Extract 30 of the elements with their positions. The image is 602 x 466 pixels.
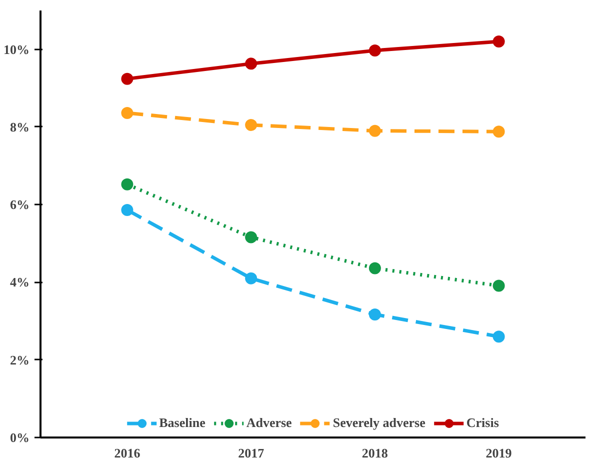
point [121,178,134,190]
point [245,231,258,244]
legend-label: Adverse [246,415,292,431]
point [245,272,258,284]
point [121,204,134,216]
point [245,119,258,132]
y-tick-label: 0% [10,430,30,445]
x-tick-label: 2016 [114,446,141,460]
point [368,262,381,274]
y-tick-label: 10% [4,42,30,57]
x-tick-label: 2018 [362,446,388,460]
x-tick-label: 2017 [238,446,265,460]
point [121,72,134,85]
legend-label: Crisis [466,415,499,431]
y-tick-label: 6% [10,197,30,212]
point [121,106,134,119]
x-tick-label: 2019 [486,446,512,460]
y-tick-label: 4% [10,274,30,290]
y-tick-label: 2% [10,352,30,368]
point [492,126,505,138]
point [492,36,505,48]
point [368,44,381,56]
legend-label: Severely adverse [332,415,426,431]
point [492,280,505,292]
point [368,308,381,320]
legend-label: Baseline [159,415,206,431]
y-tick-label: 8% [10,119,30,134]
point [492,330,505,343]
point [368,124,381,137]
point [245,58,258,70]
